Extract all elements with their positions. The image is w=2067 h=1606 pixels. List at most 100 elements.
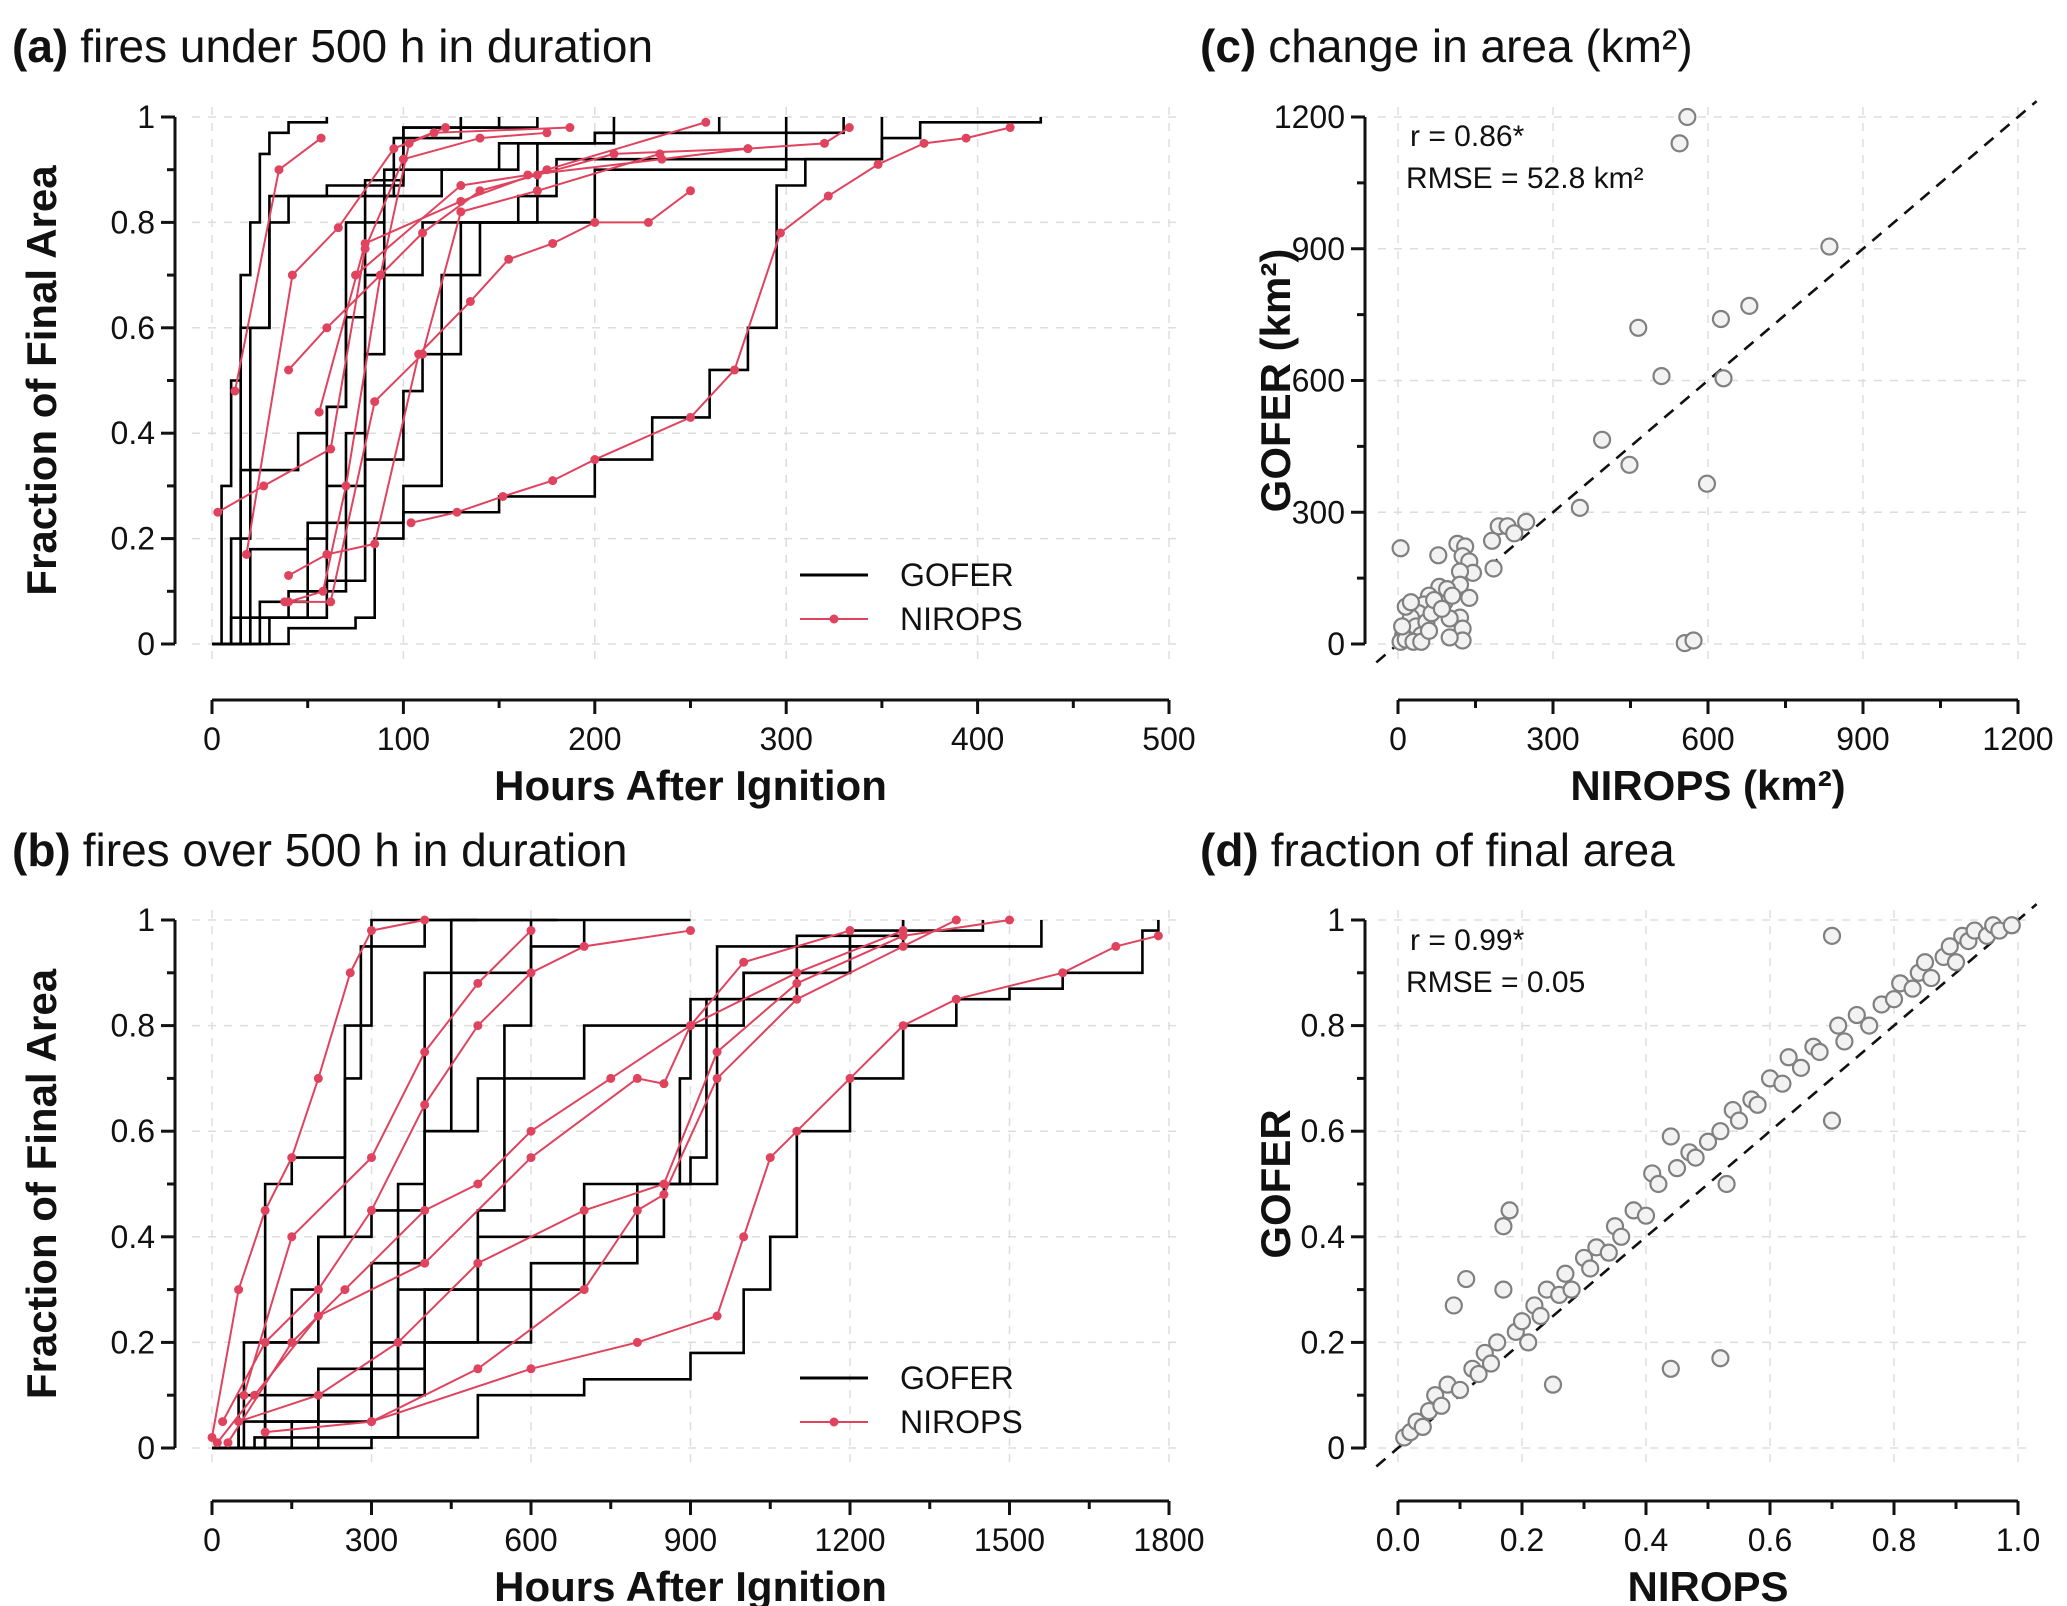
nirops-curve [265,919,957,1434]
nirops-point [532,186,542,196]
x-tick-label: 500 [1142,721,1195,757]
scatter-point [1519,1333,1538,1352]
nirops-point [548,476,558,486]
scatter-point [1661,1127,1680,1146]
nirops-point [579,1205,589,1215]
x-tick-label: 0 [1389,721,1407,757]
nirops-point [898,1021,908,1031]
scatter-point [1670,134,1689,153]
scatter-point [1457,1269,1476,1289]
y-tick-label: 1 [137,99,155,135]
nirops-point [456,181,466,191]
scatter-point [1946,953,1966,972]
y-tick-label: 0 [137,626,155,662]
nirops-point [765,1153,775,1163]
nirops-point [420,1047,430,1057]
nirops-point [250,1390,260,1400]
nirops-point [792,1126,802,1136]
gofer-curve [212,117,501,646]
nirops-point [234,1285,244,1295]
scatter-point [1903,979,1922,998]
nirops-point [657,154,667,164]
nirops-point [287,270,297,280]
panel-label: (d) [1200,824,1259,876]
y-tick-label: 0.6 [111,310,155,346]
scatter-point [1460,588,1479,607]
nirops-point [579,941,589,951]
nirops-curve [371,934,1159,1423]
x-tick-label: 0 [203,1522,221,1558]
scatter-point [1835,1032,1854,1051]
legend: GOFER NIROPS [800,557,1023,637]
nirops-curve [288,189,692,577]
y-axis-label: Fraction of Final Area [18,968,65,1399]
nirops-point [420,1205,430,1215]
x-tick-label: 1500 [974,1522,1045,1558]
nirops-point [375,270,385,280]
nirops-point [360,238,370,248]
nirops-point [441,123,451,133]
y-tick-label: 300 [1292,494,1345,530]
legend-nirops-marker [829,614,839,624]
scatter-point [1500,1201,1519,1220]
nirops-curve [233,137,322,392]
nirops-point [686,412,695,422]
scatter-point [1482,531,1502,550]
y-tick-label: 0.8 [111,204,155,240]
nirops-point [845,1073,855,1083]
nirops-curve [284,152,661,603]
nirops-point [340,1285,350,1295]
x-axis-label: NIROPS [1627,1563,1788,1606]
stat-rmse: RMSE = 52.8 km² [1406,162,1644,195]
nirops-point [526,1153,536,1163]
nirops-point [414,349,424,359]
scatter-point [1481,1354,1501,1373]
stat-r: r = 0.99* [1410,924,1525,957]
panel-title: (b) fires over 500 h in duration [12,824,627,876]
nirops-curve [216,929,851,1444]
nirops-point [523,170,533,180]
nirops-point [456,207,466,217]
nirops-point [659,1190,669,1200]
x-tick-label: 300 [760,721,813,757]
scatter-point [1505,524,1524,543]
scatter-point [1748,1095,1767,1114]
scatter-point [1512,1312,1532,1331]
nirops-point [473,1364,483,1374]
scatter-point [1488,1333,1507,1352]
nirops-point [498,491,508,501]
nirops-point [1111,941,1121,951]
x-tick-label: 1.0 [1996,1522,2040,1558]
nirops-point [898,926,908,936]
y-tick-label: 0.8 [1301,1008,1345,1044]
scatter-point [1915,953,1935,972]
gofer-curve [212,117,884,646]
nirops-point [792,994,802,1004]
nirops-curve [227,929,904,1444]
scatter-point [1581,1259,1600,1278]
x-tick-label: 1200 [814,1522,885,1558]
scatter-point [1401,593,1421,612]
nirops-point [686,1021,695,1031]
nirops-point [659,1179,669,1189]
nirops-point [230,386,240,396]
x-axis-label: Hours After Ignition [494,762,887,809]
x-tick-label: 600 [1681,721,1734,757]
nirops-curve [288,126,570,603]
nirops-point [898,941,908,951]
nirops-point [473,978,483,988]
nirops-point [326,444,336,454]
nirops-point [1005,123,1015,133]
scatter-point [1729,1111,1749,1130]
scatter-point [1773,1074,1792,1093]
scatter-point [1711,1122,1730,1141]
nirops-point [456,196,466,206]
scatter-point [1393,617,1412,636]
x-tick-label: 200 [568,721,621,757]
nirops-point [961,133,971,143]
nirops-point [844,123,854,133]
nirops-point [367,1153,376,1163]
y-tick-label: 1 [137,902,155,938]
gofer-curve [212,918,558,1450]
